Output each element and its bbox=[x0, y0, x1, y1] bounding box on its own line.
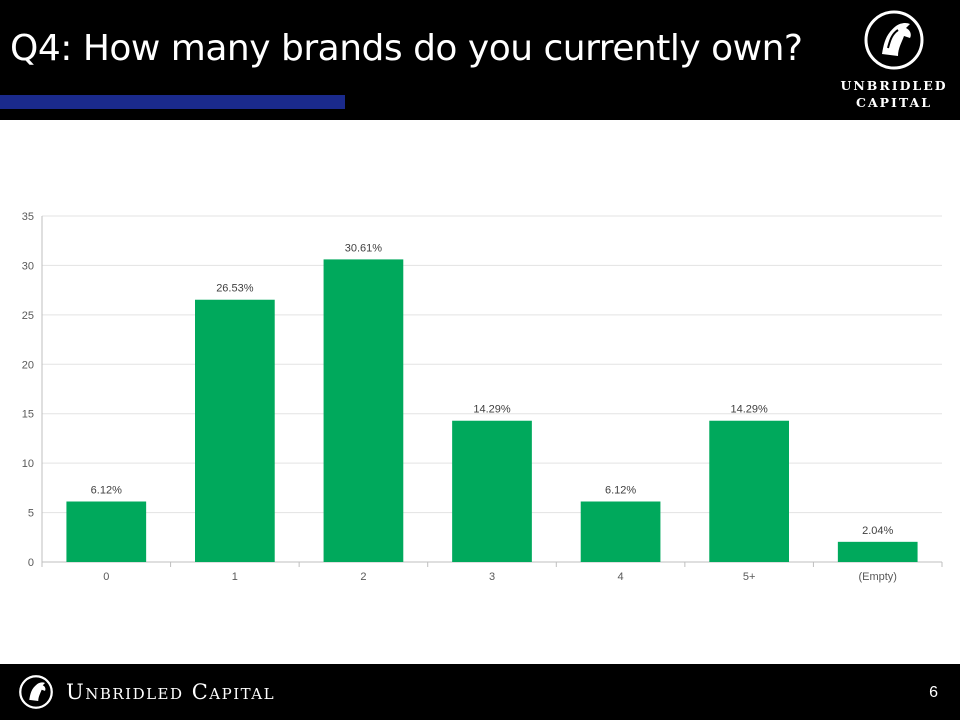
y-tick-label: 10 bbox=[22, 458, 34, 470]
x-tick-label: (Empty) bbox=[858, 571, 897, 583]
bar bbox=[837, 541, 918, 562]
slide-header: Q4: How many brands do you currently own… bbox=[0, 0, 960, 120]
x-tick-label: 3 bbox=[489, 571, 495, 583]
data-label: 6.12% bbox=[605, 484, 636, 496]
bar bbox=[580, 501, 661, 562]
data-label: 14.29% bbox=[730, 404, 768, 416]
bar bbox=[709, 420, 789, 562]
data-label: 2.04% bbox=[862, 525, 893, 537]
x-tick-label: 2 bbox=[360, 571, 366, 583]
bar-chart: 0 5 10 15 20 25 30 35 6.12% 0 26.53% 1 30.61% 2 14.29%… bbox=[22, 211, 943, 583]
x-tick-label: 1 bbox=[232, 571, 238, 583]
bar bbox=[323, 259, 404, 562]
data-label: 14.29% bbox=[473, 404, 511, 416]
footer-brand-name: Unbridled Capital bbox=[66, 680, 276, 704]
x-tick-label: 0 bbox=[103, 571, 109, 583]
logo-line2: CAPITAL bbox=[856, 95, 932, 110]
page-number: 6 bbox=[929, 684, 938, 701]
brand-logo: UNBRIDLED CAPITAL bbox=[836, 8, 952, 112]
y-tick-label: 15 bbox=[22, 409, 34, 421]
data-label: 6.12% bbox=[91, 484, 122, 496]
title-accent-bar bbox=[0, 95, 345, 109]
slide-footer: Unbridled Capital 6 bbox=[0, 664, 960, 720]
bar bbox=[452, 420, 532, 562]
x-tick-label: 4 bbox=[618, 571, 624, 583]
y-tick-label: 25 bbox=[22, 310, 34, 322]
y-tick-label: 35 bbox=[22, 211, 34, 223]
slide-title: Q4: How many brands do you currently own… bbox=[10, 28, 803, 69]
y-tick-label: 0 bbox=[28, 557, 34, 569]
bar bbox=[66, 501, 147, 562]
logo-line1: UNBRIDLED bbox=[840, 78, 948, 93]
data-label: 26.53% bbox=[216, 283, 254, 295]
bar bbox=[195, 299, 275, 562]
y-tick-label: 5 bbox=[28, 508, 34, 520]
y-tick-label: 30 bbox=[22, 260, 34, 272]
y-tick-label: 20 bbox=[22, 359, 34, 371]
horse-head-icon bbox=[864, 10, 924, 70]
horse-head-icon bbox=[19, 675, 53, 709]
x-tick-label: 5+ bbox=[743, 571, 756, 583]
data-label: 30.61% bbox=[345, 242, 383, 254]
